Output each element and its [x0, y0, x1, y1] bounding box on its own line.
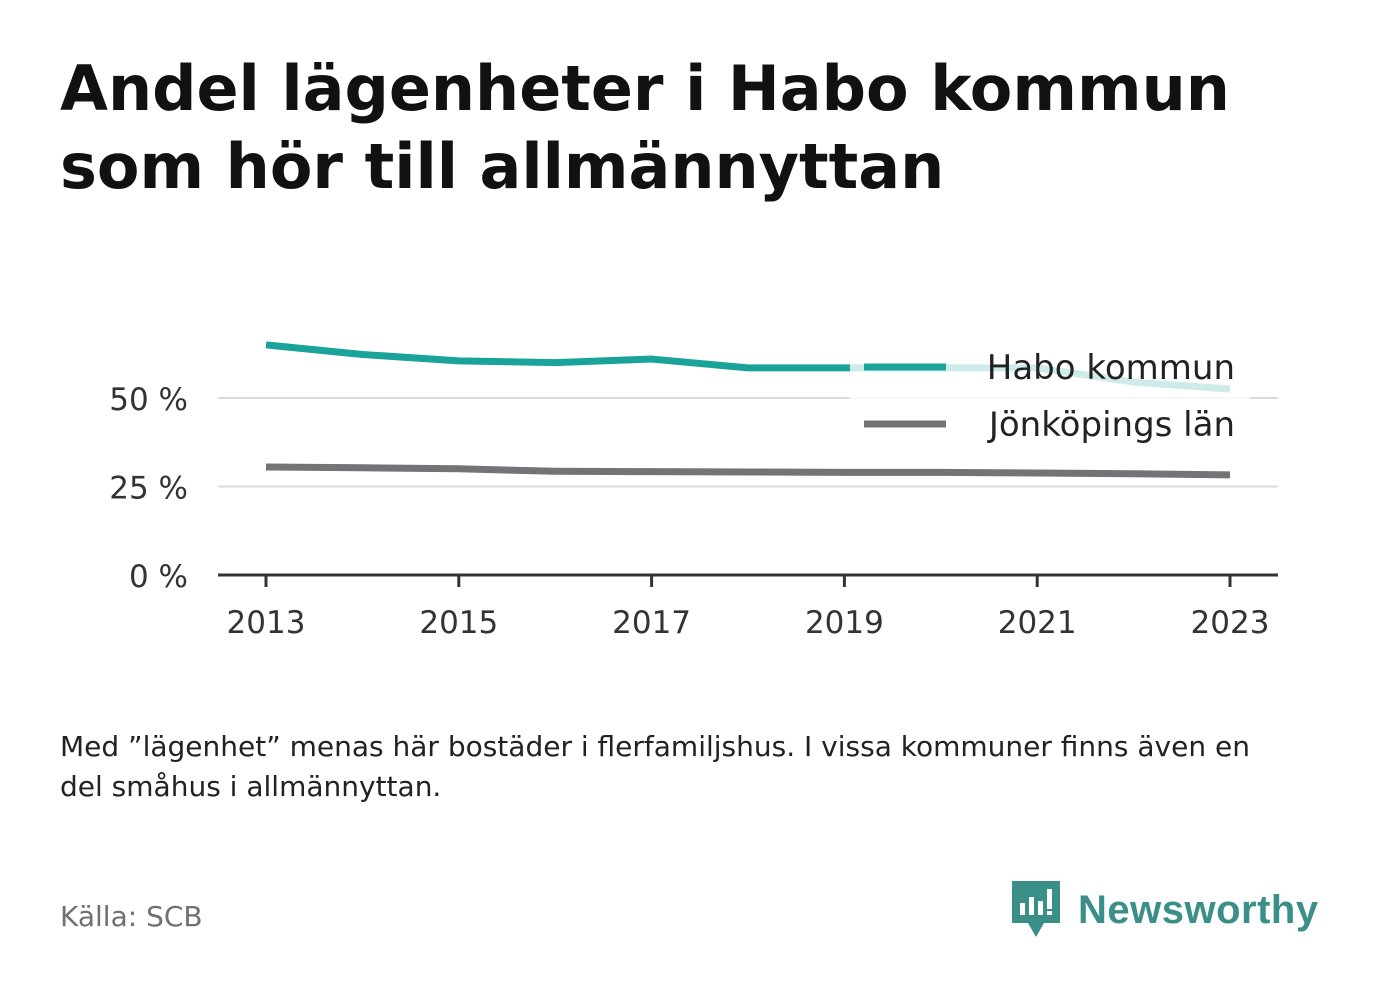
x-tick-label: 2021	[998, 605, 1077, 641]
legend-background	[850, 340, 1250, 450]
series-line-1	[265, 463, 1231, 479]
x-tick-label: 2019	[805, 605, 884, 641]
line-chart: 0 % 25 % 50 % 2013 2015 2017 2019 2021 2023 Habo…	[109, 340, 1278, 641]
axis-layer: 0 % 25 % 50 % 2013 2015 2017 2019 2021 2023	[109, 382, 1278, 641]
brand-name: Newsworthy	[1078, 887, 1319, 932]
y-tick-label: 0 %	[129, 559, 188, 595]
y-tick-label: 25 %	[109, 471, 188, 507]
y-tick-label: 50 %	[109, 382, 188, 418]
newsworthy-logo-icon	[1012, 881, 1060, 937]
legend-label-1: Jönköpings län	[987, 405, 1235, 445]
x-tick-label: 2015	[419, 605, 498, 641]
brand-logo: Newsworthy	[1010, 878, 1319, 942]
x-tick-label: 2017	[612, 605, 691, 641]
x-tick-label: 2023	[1191, 605, 1270, 641]
chart-note: Med ”lägenhet” menas här bostäder i fler…	[60, 730, 1250, 803]
x-tick-label: 2013	[227, 605, 306, 641]
legend: Habo kommun Jönköpings län	[850, 340, 1250, 450]
legend-label-0: Habo kommun	[987, 348, 1235, 388]
source-label: Källa: SCB	[60, 900, 203, 933]
chart-title: Andel lägenheter i Habo kommun som hör t…	[60, 52, 1230, 203]
